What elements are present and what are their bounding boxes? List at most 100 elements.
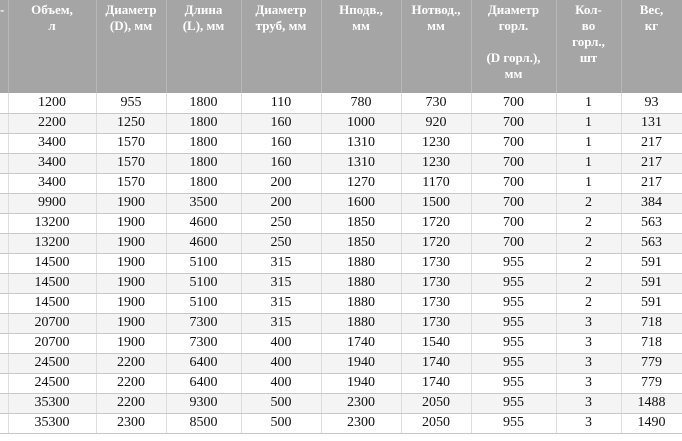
cut-cell xyxy=(0,353,9,374)
table-cell: 563 xyxy=(621,213,682,234)
table-cell: 14500 xyxy=(8,293,97,314)
table-cell: 3 xyxy=(556,373,622,394)
table-cell: 1600 xyxy=(321,193,402,214)
cut-cell xyxy=(0,113,9,134)
table-cell: 1230 xyxy=(401,153,472,174)
table-cell: 1800 xyxy=(166,173,242,194)
header-cell: Кол- во горл., шт xyxy=(556,0,622,93)
table-cell: 2200 xyxy=(8,113,97,134)
table-cell: 3400 xyxy=(8,133,97,154)
table-cell: 93 xyxy=(621,93,682,114)
cut-cell xyxy=(0,333,9,354)
cut-cell xyxy=(0,373,9,394)
table-cell: 2 xyxy=(556,293,622,314)
table-cell: 1720 xyxy=(401,233,472,254)
table-cell: 1880 xyxy=(321,293,402,314)
table-cell: 3 xyxy=(556,413,622,434)
table-cell: 1570 xyxy=(96,153,167,174)
table-cell: 13200 xyxy=(8,213,97,234)
table-cell: 160 xyxy=(241,113,322,134)
table-cell: 591 xyxy=(621,253,682,274)
table-cell: 1880 xyxy=(321,313,402,334)
table-row: 35300 2200 9300 500 2300 2050 955 3 1488 xyxy=(0,393,682,414)
table-cell: 400 xyxy=(241,333,322,354)
table-cell: 1900 xyxy=(96,253,167,274)
table-cell: 20700 xyxy=(8,313,97,334)
table-row: 14500 1900 5100 315 1880 1730 955 2 591 xyxy=(0,293,682,314)
table-cell: 1850 xyxy=(321,233,402,254)
table-cell: 384 xyxy=(621,193,682,214)
table-cell: 5100 xyxy=(166,273,242,294)
table-row: 2200 1250 1800 160 1000 920 700 1 131 xyxy=(0,113,682,134)
table-cell: 2300 xyxy=(96,413,167,434)
table-cell: 400 xyxy=(241,373,322,394)
header-cell: Диаметр горл. (D горл.), мм xyxy=(471,0,557,93)
table-cell: 1200 xyxy=(8,93,97,114)
table-cell: 1310 xyxy=(321,153,402,174)
table-row: 13200 1900 4600 250 1850 1720 700 2 563 xyxy=(0,213,682,234)
header-row: - Объем, л Диаметр (D), мм Длина (L), мм Диа… xyxy=(0,0,682,93)
table-cell: 2300 xyxy=(321,393,402,414)
table-cell: 217 xyxy=(621,133,682,154)
table-cell: 315 xyxy=(241,313,322,334)
table-cell: 1850 xyxy=(321,213,402,234)
table-cell: 955 xyxy=(471,373,557,394)
table-cell: 1800 xyxy=(166,153,242,174)
cut-cell xyxy=(0,413,9,434)
table-cell: 1730 xyxy=(401,293,472,314)
table-cell: 1 xyxy=(556,173,622,194)
table-cell: 1900 xyxy=(96,313,167,334)
table-cell: 200 xyxy=(241,173,322,194)
table-cell: 1740 xyxy=(401,373,472,394)
table-cell: 2200 xyxy=(96,393,167,414)
table-cell: 3 xyxy=(556,333,622,354)
table-cell: 2 xyxy=(556,193,622,214)
table-cell: 1720 xyxy=(401,213,472,234)
table-cell: 9900 xyxy=(8,193,97,214)
table-cell: 24500 xyxy=(8,353,97,374)
table-row: 24500 2200 6400 400 1940 1740 955 3 779 xyxy=(0,373,682,394)
table-cell: 700 xyxy=(471,193,557,214)
header-cell: Нотвод., мм xyxy=(401,0,472,93)
table-cell: 160 xyxy=(241,133,322,154)
table-cell: 718 xyxy=(621,313,682,334)
table-cell: 1 xyxy=(556,93,622,114)
table-cell: 1000 xyxy=(321,113,402,134)
table-cell: 1488 xyxy=(621,393,682,414)
table-cell: 700 xyxy=(471,233,557,254)
table-cell: 217 xyxy=(621,173,682,194)
table-cell: 1900 xyxy=(96,293,167,314)
table-row: 3400 1570 1800 160 1310 1230 700 1 217 xyxy=(0,153,682,174)
table-row: 20700 1900 7300 315 1880 1730 955 3 718 xyxy=(0,313,682,334)
table-cell: 920 xyxy=(401,113,472,134)
table-cell: 780 xyxy=(321,93,402,114)
table-cell: 131 xyxy=(621,113,682,134)
table-cell: 1940 xyxy=(321,353,402,374)
table-cell: 955 xyxy=(471,253,557,274)
cut-cell xyxy=(0,153,9,174)
table-cell: 1540 xyxy=(401,333,472,354)
table-cell: 3400 xyxy=(8,173,97,194)
table-cell: 1570 xyxy=(96,133,167,154)
table-cell: 1730 xyxy=(401,253,472,274)
table-cell: 1730 xyxy=(401,313,472,334)
table-cell: 7300 xyxy=(166,313,242,334)
table-cell: 9300 xyxy=(166,393,242,414)
table-cell: 1310 xyxy=(321,133,402,154)
table-cell: 110 xyxy=(241,93,322,114)
table-cell: 2 xyxy=(556,253,622,274)
table-cell: 1800 xyxy=(166,133,242,154)
table-cell: 1 xyxy=(556,153,622,174)
cut-cell xyxy=(0,133,9,154)
table-cell: 24500 xyxy=(8,373,97,394)
table-cell: 250 xyxy=(241,213,322,234)
cut-cell xyxy=(0,313,9,334)
header-cell: - xyxy=(0,0,9,93)
table-cell: 955 xyxy=(471,393,557,414)
cut-cell xyxy=(0,273,9,294)
header-cell: Вес, кг xyxy=(621,0,682,93)
table-row: 20700 1900 7300 400 1740 1540 955 3 718 xyxy=(0,333,682,354)
table-cell: 5100 xyxy=(166,253,242,274)
table-row: 14500 1900 5100 315 1880 1730 955 2 591 xyxy=(0,253,682,274)
